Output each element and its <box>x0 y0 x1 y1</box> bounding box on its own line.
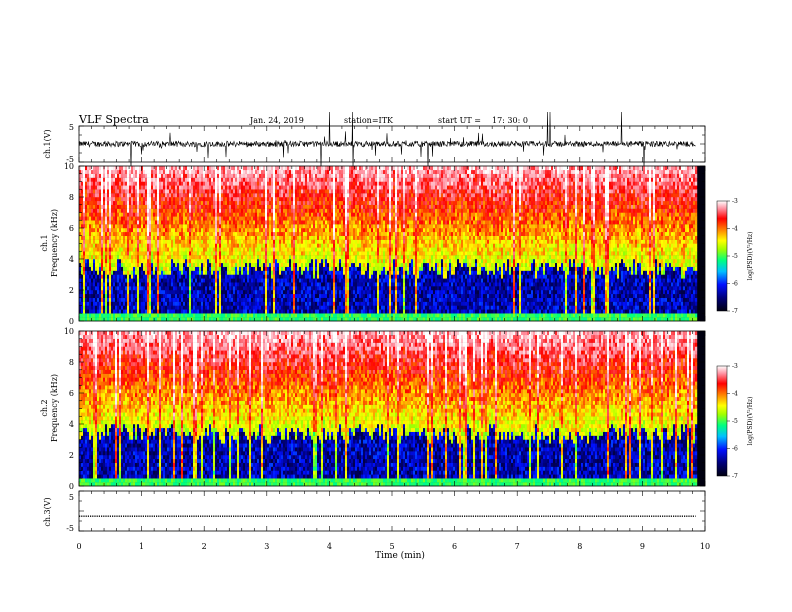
y-tick-label: 2 <box>69 451 74 460</box>
x-tick-label: 10 <box>700 542 710 551</box>
start-time-label: 17: 30: 0 <box>492 116 528 125</box>
ch1-colorbar: -3 -4 -5 -6 -7 log(PSD)(V²/Hz) <box>717 198 754 315</box>
ch1-waveform-ylabel: ch.1(V) <box>43 129 52 158</box>
y-tick-label: 4 <box>69 255 74 264</box>
ch1-colorbar-label: log(PSD)(V²/Hz) <box>747 232 754 281</box>
x-tick-label: 9 <box>640 542 645 551</box>
ch2-colorbar-label: log(PSD)(V²/Hz) <box>747 397 754 446</box>
colorbar-tick-label: -7 <box>732 473 738 480</box>
x-tick-label: 2 <box>202 542 207 551</box>
start-label: start UT = <box>438 116 481 125</box>
colorbar-tick-label: -5 <box>732 418 738 425</box>
ch1-ytick-top: 5 <box>69 123 74 132</box>
colorbar-tick-label: -3 <box>732 363 738 370</box>
ch3-ytick-bottom: -5 <box>66 524 74 533</box>
x-tick-label: 5 <box>389 542 394 551</box>
ch1-spectrogram-image <box>79 166 697 321</box>
colorbar-tick-label: -7 <box>732 308 738 315</box>
ch2-spectrogram-ylabel: Frequency (kHz) <box>50 374 59 442</box>
colorbar-tick-label: -4 <box>732 226 738 233</box>
x-tick-label: 8 <box>577 542 582 551</box>
x-tick-labels: 0 1 2 3 4 5 6 7 8 9 10 <box>76 542 710 551</box>
x-tick-label: 4 <box>327 542 332 551</box>
y-tick-label: 6 <box>69 389 74 398</box>
ch1-spectrogram-ylabel: Frequency (kHz) <box>50 209 59 277</box>
ch2-colorbar-ticks: -3 -4 -5 -6 -7 <box>727 363 738 480</box>
y-tick-label: 2 <box>69 286 74 295</box>
ch2-spectrogram-channel-label: ch.2 <box>40 399 49 416</box>
ch3-waveform-ylabel: ch.3(V) <box>43 497 52 526</box>
ch1-colorbar-ticks: -3 -4 -5 -6 -7 <box>727 198 738 315</box>
figure-title: VLF Spectra <box>78 113 149 126</box>
y-tick-label: 8 <box>69 193 74 202</box>
ch3-waveform-panel: 5 -5 ch.3(V) <box>43 491 705 533</box>
colorbar-tick-label: -4 <box>732 391 738 398</box>
y-tick-label: 8 <box>69 358 74 367</box>
ch1-spectrogram-panel: 0 2 4 6 8 10 ch.1 Frequency (kHz) <box>40 162 705 326</box>
date-label: Jan. 24, 2019 <box>249 116 304 125</box>
x-axis-label: Time (min) <box>375 550 425 561</box>
ch2-colorbar: -3 -4 -5 -6 -7 log(PSD)(V²/Hz) <box>717 363 754 480</box>
y-tick-label: 10 <box>64 327 74 336</box>
colorbar-tick-label: -5 <box>732 253 738 260</box>
station-label: station=ITK <box>344 116 394 125</box>
ch2-spectrogram-image <box>79 331 697 486</box>
y-tick-label: 6 <box>69 224 74 233</box>
colorbar-tick-label: -6 <box>732 446 738 453</box>
colorbar-tick-label: -3 <box>732 198 738 205</box>
x-tick-label: 1 <box>139 542 144 551</box>
y-tick-label: 4 <box>69 420 74 429</box>
x-tick-label: 3 <box>264 542 269 551</box>
x-tick-label: 6 <box>452 542 457 551</box>
ch1-spectrogram-yticklabels: 0 2 4 6 8 10 <box>64 162 74 326</box>
colorbar-tick-label: -6 <box>732 281 738 288</box>
y-tick-label: 0 <box>69 482 74 491</box>
ch1-spectrogram-channel-label: ch.1 <box>40 234 49 251</box>
ch2-spectrogram-panel: 0 2 4 6 8 10 ch.2 Frequency (kHz) <box>40 327 705 491</box>
x-tick-label: 7 <box>515 542 520 551</box>
x-tick-label: 0 <box>76 542 81 551</box>
ch2-spectrogram-yticklabels: 0 2 4 6 8 10 <box>64 327 74 491</box>
y-tick-label: 10 <box>64 162 74 171</box>
ch3-ytick-top: 5 <box>69 493 74 502</box>
y-tick-label: 0 <box>69 317 74 326</box>
